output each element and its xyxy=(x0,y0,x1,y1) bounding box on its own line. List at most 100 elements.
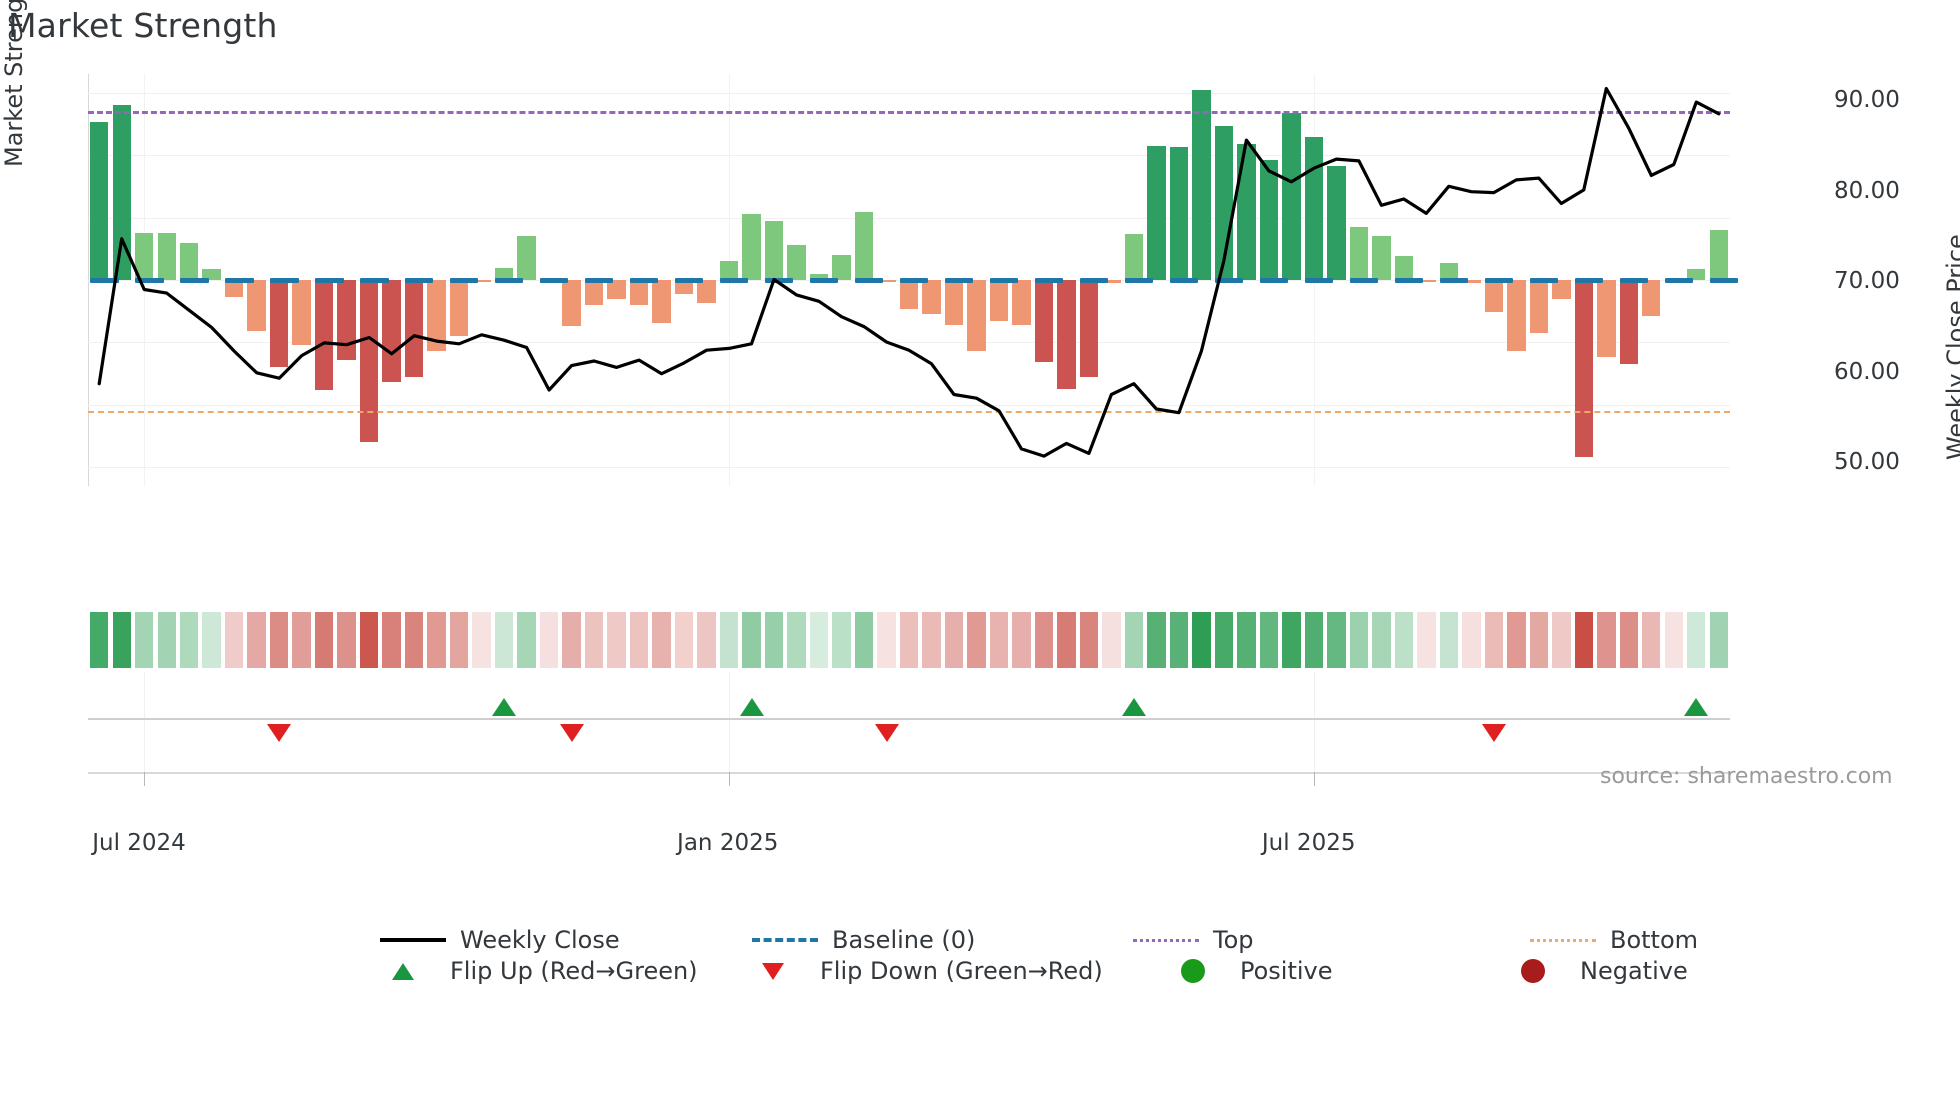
heat-cell xyxy=(427,612,446,668)
y-axis-right-label: Weekly Close Price xyxy=(1942,234,1960,460)
strength-bar xyxy=(697,280,716,304)
strength-bar xyxy=(1102,280,1121,284)
heat-cell xyxy=(1394,612,1414,668)
legend-label: Flip Down (Green→Red) xyxy=(820,957,1103,985)
strength-bar xyxy=(224,280,244,298)
strength-bar xyxy=(449,280,469,337)
strength-bar xyxy=(742,213,761,280)
x-tick-label: Jan 2025 xyxy=(677,830,779,856)
heat-cell xyxy=(697,612,716,668)
baseline-dash-segment xyxy=(584,278,614,283)
baseline-dash-segment xyxy=(359,278,389,283)
legend-label: Positive xyxy=(1240,957,1333,985)
heat-cell xyxy=(135,612,154,668)
heat-cell xyxy=(764,612,784,668)
heat-cell xyxy=(1282,612,1301,668)
legend-item[interactable]: Flip Up (Red→Green) xyxy=(370,951,698,991)
top-reference-line xyxy=(88,111,1730,115)
flip-down-marker xyxy=(559,724,584,742)
strength-bar xyxy=(1687,269,1706,280)
strength-bar xyxy=(629,280,649,305)
strength-bar xyxy=(854,211,874,280)
baseline-dash-segment xyxy=(179,278,209,283)
heat-cell xyxy=(292,612,311,668)
strength-bar xyxy=(1327,165,1346,280)
baseline-dash-segment xyxy=(854,278,884,283)
flip-marker-row xyxy=(88,672,1730,792)
heat-cell xyxy=(584,612,604,668)
baseline-dash-segment xyxy=(269,278,299,283)
y-tick-right: 50.00 xyxy=(1834,449,1900,476)
strength-bar xyxy=(1057,280,1076,389)
heat-cell xyxy=(1574,612,1593,668)
legend-item[interactable]: Flip Down (Green→Red) xyxy=(740,951,1103,991)
baseline-dash-segment xyxy=(224,278,254,283)
legend-label: Top xyxy=(1213,926,1254,954)
strength-bar xyxy=(179,242,199,280)
legend-item[interactable]: Baseline (0) xyxy=(752,920,975,960)
flip-up-marker xyxy=(1684,698,1709,716)
baseline-dash-segment xyxy=(899,278,929,283)
strength-bar xyxy=(1552,280,1571,300)
strength-bar xyxy=(359,280,379,443)
strength-bar xyxy=(1282,113,1301,280)
main-plot-area: 3020100−10−20−30 90.0080.0070.0060.0050.… xyxy=(88,74,1900,486)
baseline-dash-segment xyxy=(449,278,479,283)
heat-cell xyxy=(359,612,379,668)
gridline xyxy=(88,342,1730,344)
baseline-dash-segment xyxy=(1034,278,1064,283)
heat-cell xyxy=(809,612,829,668)
baseline-dash-segment xyxy=(1619,278,1649,283)
gridline xyxy=(88,155,1730,157)
legend-label: Negative xyxy=(1580,957,1688,985)
heat-cell xyxy=(1327,612,1346,668)
x-tick-mark xyxy=(729,772,731,786)
heat-cell xyxy=(899,612,919,668)
heat-cell xyxy=(1619,612,1638,668)
legend-item[interactable]: Positive xyxy=(1160,951,1333,991)
strength-bar xyxy=(382,280,401,383)
strength-bar xyxy=(1372,236,1391,280)
y-tick-right: 60.00 xyxy=(1834,358,1900,385)
strength-bar xyxy=(1394,255,1414,280)
y-tick-right: 80.00 xyxy=(1834,177,1900,204)
strength-bar xyxy=(472,280,491,283)
strength-bar xyxy=(989,280,1009,321)
heat-cell xyxy=(472,612,491,668)
heat-cell xyxy=(449,612,469,668)
heat-cell xyxy=(1507,612,1526,668)
strength-bar xyxy=(202,268,221,280)
heat-cell xyxy=(112,612,131,668)
heat-cell xyxy=(1552,612,1571,668)
flip-up-marker xyxy=(1121,698,1146,716)
legend-item[interactable]: Bottom xyxy=(1530,920,1698,960)
legend-item[interactable]: Weekly Close xyxy=(380,920,620,960)
baseline-dash-segment xyxy=(314,278,344,283)
heat-cell xyxy=(1664,612,1683,668)
strength-bar xyxy=(1237,143,1256,280)
heat-cell xyxy=(1462,612,1481,668)
page-title: Market Strength xyxy=(8,6,278,45)
flip-row-gridline xyxy=(144,672,146,772)
baseline-dash-segment xyxy=(809,278,839,283)
legend-label: Flip Up (Red→Green) xyxy=(450,957,698,985)
heat-cell xyxy=(742,612,761,668)
flip-up-marker xyxy=(492,698,517,716)
gridline xyxy=(88,404,1730,406)
legend-item[interactable]: Top xyxy=(1133,920,1254,960)
strength-bar xyxy=(292,280,311,345)
strength-bar xyxy=(337,280,356,360)
baseline-dash-segment xyxy=(629,278,659,283)
heat-cell xyxy=(1012,612,1031,668)
baseline-dash-segment xyxy=(1124,278,1154,283)
legend-label: Baseline (0) xyxy=(832,926,976,954)
baseline-dash-segment xyxy=(1349,278,1379,283)
heat-cell xyxy=(607,612,626,668)
strength-bar xyxy=(1619,280,1638,365)
legend-marker-icon xyxy=(1133,938,1199,942)
x-tick-mark xyxy=(1313,772,1315,786)
baseline-dash-segment xyxy=(1259,278,1289,283)
legend-item[interactable]: Negative xyxy=(1500,951,1688,991)
heat-cell xyxy=(832,612,851,668)
heat-cell xyxy=(719,612,739,668)
